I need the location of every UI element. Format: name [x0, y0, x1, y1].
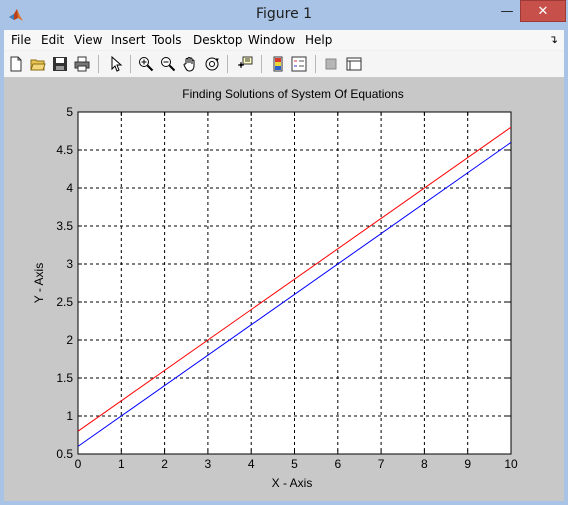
toolbar-separator [98, 55, 99, 73]
menu-help[interactable]: Help [305, 33, 333, 47]
rotate-3d-button[interactable] [202, 54, 222, 74]
y-tick-label: 4 [66, 181, 73, 195]
figure-client-area: File Edit View Insert Tools Desktop Wind… [4, 30, 564, 501]
y-tick-label: 2 [66, 333, 73, 347]
zoom-out-button[interactable] [158, 54, 178, 74]
x-tick-label: 8 [421, 457, 428, 471]
insert-legend-button[interactable] [289, 54, 309, 74]
menu-view[interactable]: View [74, 33, 103, 47]
x-tick-label: 10 [504, 457, 518, 471]
line-chart: Finding Solutions of System Of Equations… [32, 87, 518, 490]
menu-window[interactable]: Window [248, 33, 296, 47]
x-tick-label: 1 [118, 457, 125, 471]
x-tick-label: 6 [334, 457, 341, 471]
print-button[interactable] [72, 54, 92, 74]
toolbar-separator [261, 55, 262, 73]
menu-insert[interactable]: Insert [111, 33, 146, 47]
window-title: Figure 1 [255, 6, 313, 22]
x-tick-label: 9 [464, 457, 471, 471]
y-tick-label: 5 [66, 105, 73, 119]
new-figure-icon [10, 56, 22, 72]
x-axis-label: X - Axis [272, 476, 313, 490]
new-figure-button[interactable] [6, 54, 26, 74]
x-tick-label: 7 [378, 457, 385, 471]
edit-plot-button[interactable] [106, 54, 126, 74]
save-button[interactable] [50, 54, 70, 74]
figure-toolbar [4, 51, 564, 78]
toolbar-separator [227, 55, 228, 73]
y-tick-label: 0.5 [56, 447, 73, 461]
show-plot-tools-button[interactable] [344, 54, 364, 74]
insert-colorbar-button[interactable] [268, 54, 288, 74]
menu-file[interactable]: File [11, 33, 32, 47]
zoom-in-button[interactable] [136, 54, 156, 74]
x-tick-label: 4 [248, 457, 255, 471]
data-series [77, 126, 512, 447]
open-file-button[interactable] [28, 54, 48, 74]
series-line-2 [77, 141, 512, 447]
grid-lines [78, 112, 511, 454]
hide-plot-tools-button[interactable] [321, 54, 341, 74]
save-icon [53, 57, 67, 71]
data-cursor-icon [238, 56, 253, 68]
open-file-icon [30, 59, 46, 71]
menu-desktop[interactable]: Desktop [193, 33, 243, 47]
y-tick-label: 1.5 [56, 371, 73, 385]
zoom-out-icon [161, 57, 176, 72]
y-tick-label: 3.5 [56, 219, 73, 233]
x-tick-label: 2 [161, 457, 168, 471]
zoom-in-icon [139, 57, 154, 72]
menu-bar: File Edit View Insert Tools Desktop Wind… [4, 30, 564, 50]
y-tick-label: 4.5 [56, 143, 73, 157]
data-cursor-button[interactable] [235, 54, 255, 74]
legend-icon [291, 56, 307, 72]
chart-title: Finding Solutions of System Of Equations [182, 87, 403, 101]
figure-canvas[interactable]: Finding Solutions of System Of Equations… [4, 78, 564, 501]
x-tick-label: 5 [291, 457, 298, 471]
y-tick-label: 1 [66, 409, 73, 423]
dock-arrow-icon[interactable]: ↴ [548, 33, 558, 46]
pointer-arrow-icon [111, 56, 123, 72]
colorbar-icon [273, 56, 283, 72]
series-line-1 [77, 126, 512, 432]
y-axis-label: Y - Axis [32, 263, 46, 303]
x-tick-label: 3 [205, 457, 212, 471]
matlab-logo-icon [8, 7, 24, 23]
y-tick-label: 2.5 [56, 295, 73, 309]
axis-ticks: 0 1 2 3 4 5 6 7 8 9 10 0.5 1 1.5 2 2.5 3 3.5 4 4.5 5 [56, 105, 518, 471]
rotate-3d-icon [205, 57, 219, 71]
print-icon [74, 56, 90, 72]
close-button[interactable]: ✕ [520, 0, 566, 22]
y-tick-label: 3 [66, 257, 73, 271]
x-tick-label: 0 [75, 457, 82, 471]
hide-plot-tools-icon [325, 58, 337, 70]
toolbar-separator [315, 55, 316, 73]
menu-tools[interactable]: Tools [152, 33, 182, 47]
pan-hand-icon [183, 57, 195, 72]
show-plot-tools-icon [346, 57, 362, 71]
pan-button[interactable] [180, 54, 200, 74]
close-icon: ✕ [537, 3, 549, 19]
minimize-button[interactable]: — [493, 0, 521, 22]
title-bar[interactable]: Figure 1 — ✕ [0, 0, 568, 30]
minimize-icon: — [500, 3, 514, 19]
menu-edit[interactable]: Edit [41, 33, 65, 47]
toolbar-separator [130, 55, 131, 73]
